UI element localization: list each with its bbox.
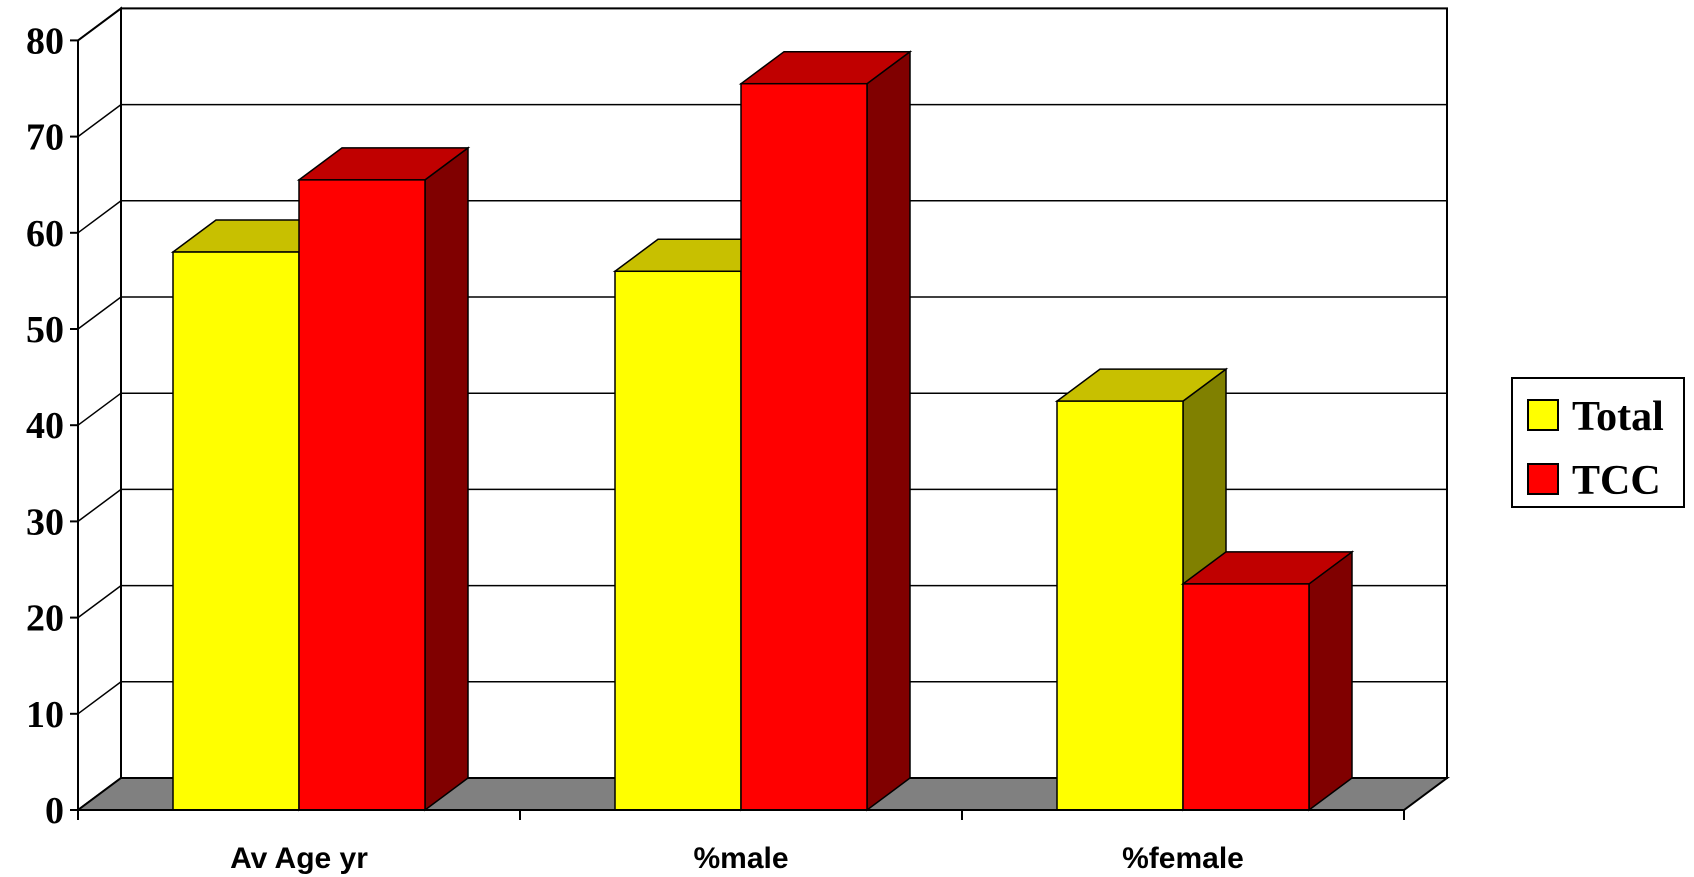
bar-tcc-3 (1180, 550, 1355, 812)
gridline (77, 200, 1447, 234)
gridline (77, 7, 1447, 42)
gridline (77, 681, 1447, 715)
bar-side (424, 146, 469, 812)
y-tick-label: 10 (26, 694, 64, 736)
legend-label-tcc: TCC (1572, 458, 1661, 504)
x-tick-label: %female (1122, 842, 1244, 875)
y-tick-label: 50 (26, 309, 64, 351)
bar-tcc-2 (738, 50, 913, 812)
x-axis-ticks: Av Age yr %male %female (230, 842, 1244, 875)
bar-front (1182, 583, 1310, 811)
y-tick-label: 0 (45, 790, 64, 832)
y-axis-ticks: 0 10 20 30 40 50 60 70 80 (26, 20, 64, 832)
legend: Total TCC (1511, 377, 1685, 508)
gridline (77, 584, 1447, 619)
bars (170, 50, 1355, 812)
bar-front (1056, 400, 1184, 811)
bar-tcc-1 (296, 146, 471, 812)
y-tick-label: 40 (26, 405, 64, 447)
bar-side (866, 50, 911, 812)
gridline (77, 296, 1447, 330)
y-tick-label: 30 (26, 501, 64, 543)
gridlines (77, 7, 1447, 715)
legend-swatch-total (1527, 399, 1559, 431)
x-tick-label: Av Age yr (230, 842, 368, 875)
gridline (77, 103, 1447, 138)
bar-front (172, 251, 300, 811)
legend-label-total: Total (1572, 394, 1664, 440)
axes (70, 39, 1405, 820)
gridline (77, 392, 1447, 426)
y-tick-label: 20 (26, 598, 64, 640)
y-tick-label: 60 (26, 213, 64, 255)
gridline (77, 488, 1447, 523)
legend-swatch-tcc (1527, 463, 1559, 495)
bar-front (298, 179, 426, 811)
x-tick-label: %male (693, 842, 788, 875)
y-tick-label: 70 (26, 117, 64, 159)
bar-front (740, 82, 868, 811)
bar-front (614, 270, 742, 811)
y-tick-label: 80 (26, 20, 64, 62)
bar-side (1308, 550, 1353, 812)
